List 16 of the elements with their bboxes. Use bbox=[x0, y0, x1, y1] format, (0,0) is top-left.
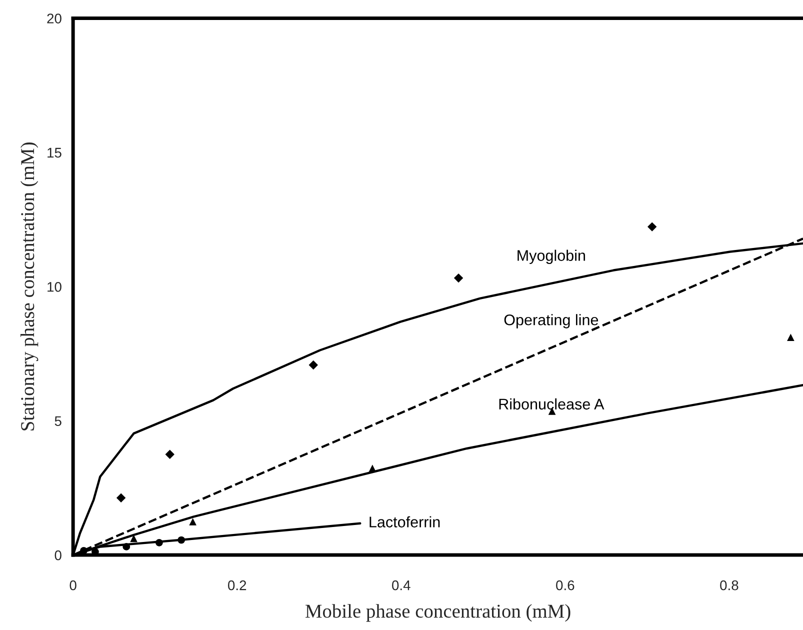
y-tick-label: 5 bbox=[54, 416, 62, 426]
y-axis-title: Stationary phase concentration (mM) bbox=[20, 142, 38, 430]
x-tick-label: 0.6 bbox=[556, 580, 574, 590]
series-label: Myoglobin bbox=[518, 250, 586, 264]
x-tick-label: 0 bbox=[70, 580, 76, 590]
y-tick-label: 20 bbox=[47, 14, 62, 24]
y-tick-label: 0 bbox=[54, 550, 62, 560]
x-tick-label: 0.4 bbox=[392, 580, 410, 590]
x-tick-label: 0.2 bbox=[228, 580, 246, 590]
y-tick-label: 10 bbox=[48, 282, 62, 292]
series-label: Lactoferrin bbox=[370, 516, 440, 528]
series-label: Operating line bbox=[504, 314, 598, 328]
y-tick-label: 15 bbox=[48, 148, 62, 158]
x-tick-label: 0.8 bbox=[720, 580, 738, 590]
series-label: Ribonuclease A bbox=[499, 398, 604, 410]
x-axis-title: Mobile phase concentration (mM) bbox=[305, 604, 570, 622]
